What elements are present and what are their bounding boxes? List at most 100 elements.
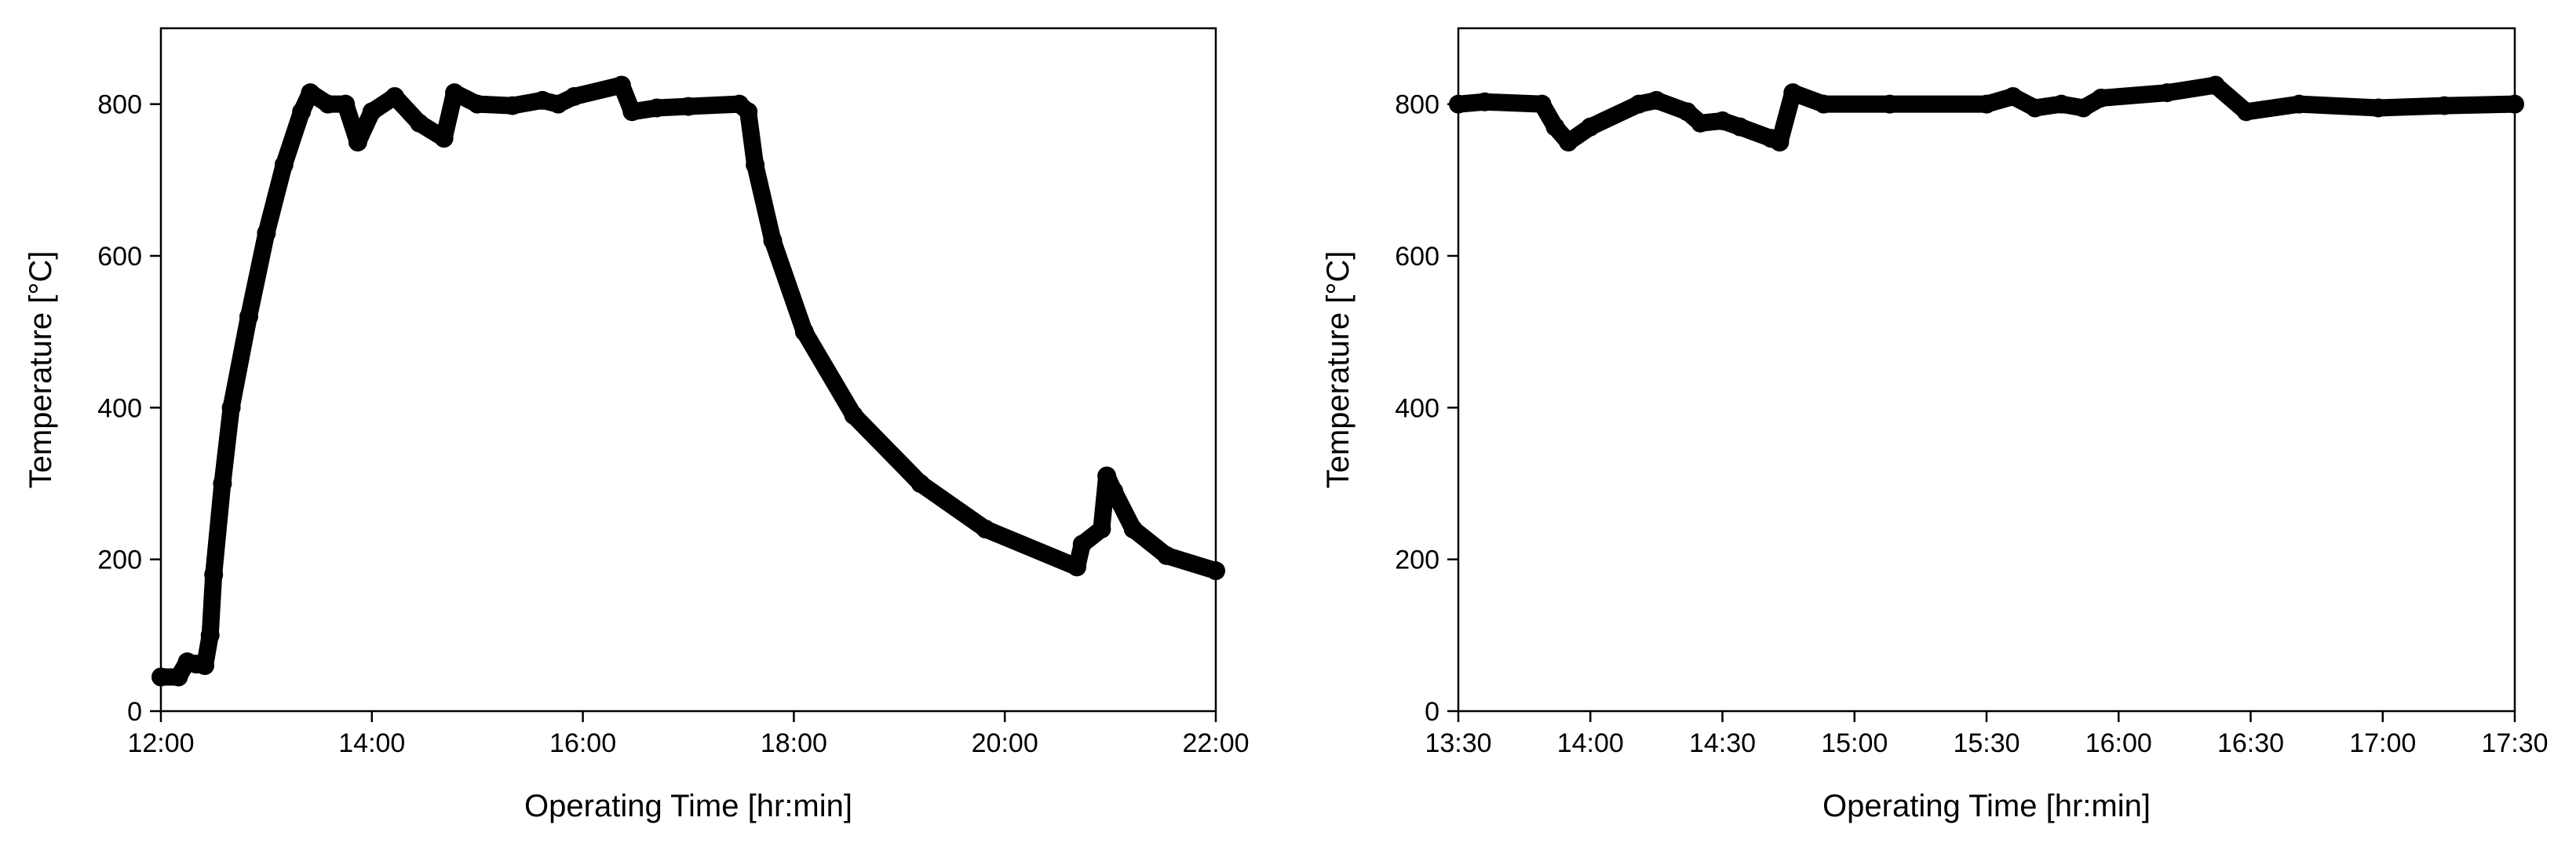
data-point	[1475, 92, 1494, 111]
data-point	[1783, 83, 1803, 103]
y-axis-label: Temperature [°C]	[1321, 251, 1356, 489]
y-tick-label: 600	[97, 242, 142, 272]
data-point	[1072, 535, 1092, 554]
data-point	[195, 656, 214, 675]
data-point	[2091, 88, 2111, 108]
data-point	[257, 224, 276, 243]
data-point	[976, 520, 995, 538]
data-point	[1581, 117, 1600, 137]
data-point	[2369, 98, 2388, 118]
y-tick-label: 200	[97, 546, 142, 575]
y-tick-label: 600	[1395, 242, 1439, 272]
x-tick-label: 22:00	[1182, 728, 1249, 758]
x-tick-label: 17:30	[2481, 728, 2548, 758]
x-tick-label: 14:00	[338, 728, 405, 758]
data-point	[1629, 94, 1648, 114]
data-point	[239, 307, 258, 327]
data-point	[2206, 75, 2225, 95]
data-point	[1730, 117, 1750, 137]
data-point	[679, 97, 698, 116]
data-point	[2052, 94, 2071, 114]
data-point	[533, 90, 553, 110]
y-tick-label: 0	[127, 697, 142, 727]
data-point	[1532, 94, 1552, 114]
data-point	[1449, 94, 1468, 114]
data-point	[213, 474, 232, 493]
data-point	[549, 94, 568, 114]
series-line	[152, 76, 1224, 686]
y-tick-label: 0	[1425, 697, 1439, 727]
chart: 0 200 400 600 800 13:30 14:00 14:30 15:00 15:30 16…	[1321, 27, 2549, 823]
data-point	[503, 96, 522, 115]
data-point	[794, 322, 814, 341]
x-tick-label: 15:00	[1821, 728, 1888, 758]
x-tick-label: 18:00	[761, 728, 827, 758]
data-point	[1157, 546, 1177, 565]
data-point	[2290, 94, 2309, 114]
data-point	[1770, 133, 1790, 151]
data-point	[622, 102, 642, 122]
y-tick-label: 400	[97, 393, 142, 423]
data-point	[169, 667, 188, 687]
data-point	[910, 474, 930, 493]
x-tick-label: 14:30	[1689, 728, 1756, 758]
x-axis-label: Operating Time [hr:min]	[524, 789, 852, 823]
data-point	[2157, 83, 2176, 103]
data-point	[2025, 98, 2045, 118]
plot-frame	[1457, 27, 2516, 713]
data-point	[318, 94, 338, 114]
x-tick-label: 13:30	[1425, 728, 1491, 758]
data-point	[410, 113, 429, 133]
y-tick-label: 800	[1395, 90, 1439, 120]
data-point	[221, 398, 241, 418]
data-point	[564, 87, 584, 106]
data-point	[1206, 561, 1225, 581]
data-point	[2236, 102, 2256, 122]
data-point	[1691, 113, 1710, 133]
data-point	[611, 75, 631, 95]
data-point	[763, 231, 783, 250]
x-tick-label: 20:00	[972, 728, 1038, 758]
data-point	[1545, 117, 1565, 137]
data-point	[1123, 520, 1143, 538]
data-point	[1880, 94, 1899, 114]
data-point	[2003, 87, 2023, 106]
data-point	[1647, 90, 1666, 110]
data-point	[1104, 481, 1124, 501]
data-point	[1677, 102, 1697, 122]
data-point	[1092, 520, 1111, 538]
data-point	[362, 102, 381, 122]
data-point	[445, 83, 465, 103]
data-point	[1977, 94, 1996, 114]
y-tick-label: 200	[1395, 546, 1439, 575]
data-point	[746, 155, 765, 174]
x-axis-label: Operating Time [hr:min]	[1823, 789, 2151, 823]
x-tick-label: 17:00	[2349, 728, 2416, 758]
data-point	[739, 102, 758, 122]
x-tick-label: 16:00	[2085, 728, 2152, 758]
y-tick-label: 400	[1395, 393, 1439, 423]
chart: 0 200 400 600 800 12:00 14:00 16:00 18:00 20:00 22…	[24, 27, 1250, 823]
y-tick-label: 800	[97, 90, 142, 120]
data-point	[200, 626, 220, 645]
data-point	[2074, 98, 2093, 118]
data-point	[301, 83, 320, 103]
data-point	[385, 87, 404, 106]
data-point	[468, 94, 487, 114]
x-tick-label: 16:00	[549, 728, 616, 758]
data-point	[2505, 94, 2524, 114]
x-tick-label: 15:30	[1953, 728, 2020, 758]
data-point	[1814, 94, 1833, 114]
x-tick-label: 12:00	[127, 728, 194, 758]
data-point	[1713, 111, 1732, 130]
data-point	[1067, 557, 1087, 577]
data-point	[434, 129, 454, 148]
plot-frame	[159, 27, 1217, 713]
y-axis-label: Temperature [°C]	[24, 251, 58, 489]
data-point	[647, 98, 666, 118]
data-point	[292, 102, 312, 122]
data-point	[1097, 466, 1117, 486]
data-point	[274, 155, 294, 174]
